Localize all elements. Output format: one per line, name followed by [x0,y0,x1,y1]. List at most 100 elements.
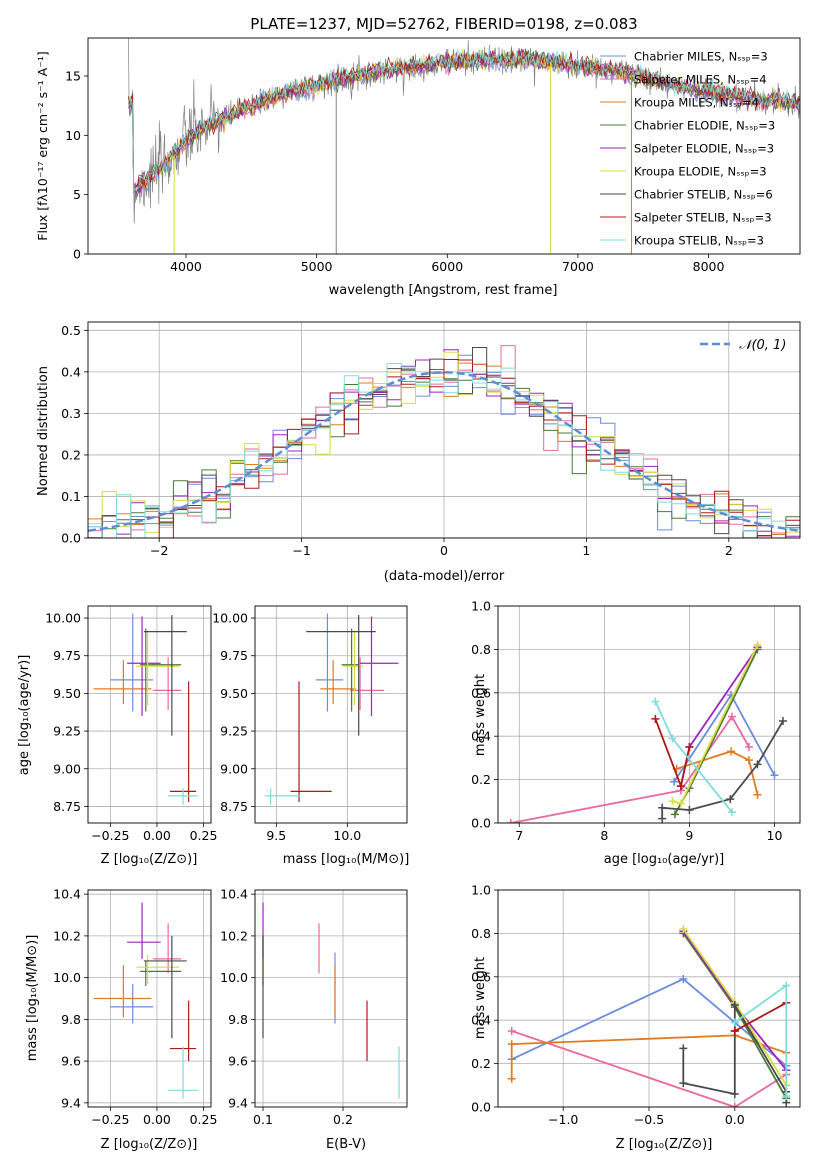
y-tick-label: 9.8 [228,1012,248,1027]
legend-label: Chabrier ELODIE, Nₛₛₚ=3 [634,119,775,133]
mass-vs-ebv-panel: E(B-V) 0.1 0.2 9.4 9.6 9.8 10.0 10.2 10.4 [220,887,408,1152]
weight-age-ylabel: mass weight [473,674,488,756]
histogram-lines [88,345,800,538]
y-tick-label: 0 [73,247,81,262]
y-tick-label: 0.3 [61,406,81,421]
y-tick-label: 15 [65,68,81,83]
axes-frame [87,321,801,539]
axes-frame [87,37,801,255]
residual-ylabel: Normed distribution [36,366,51,496]
y-tick-label: 0.4 [471,729,491,744]
residual-xlabel: (data-model)/error [384,569,505,584]
age-z-xlabel: Z [log₁₀(Z/Z⊙)] [101,852,198,867]
y-tick-label: 9.75 [53,648,81,663]
legend-label: Kroupa MILES, Nₛₛₚ=4 [634,96,759,110]
y-tick-label: 10.00 [45,611,81,626]
y-tick-label: 0.1 [61,489,81,504]
weight-marker [676,799,685,808]
weight-marker [506,819,515,823]
y-tick-label: 0.6 [471,685,491,700]
errorbar-point [168,788,198,805]
weight-marker [679,974,688,983]
errorbar-point [341,628,359,712]
legend-label: Salpeter STELIB, Nₛₛₚ=3 [634,211,772,225]
errorbar-point [140,960,182,986]
errorbar-point [110,983,154,1024]
y-tick-label: 10.00 [212,611,248,626]
weight-marker [730,1103,739,1107]
x-tick-label: 0.2 [333,1112,353,1127]
weight-marker [727,808,736,817]
errorbar-point [153,923,182,974]
axes-frame [254,889,408,1108]
age-z-ylabel: age [log₁₀(age/yr)] [17,655,32,776]
errorbar-point [93,965,152,1018]
x-tick-label: −0.25 [91,828,129,843]
y-tick-label: 0.2 [471,1056,491,1071]
y-tick-label: 10.2 [53,928,81,943]
errorbar-point [320,660,356,704]
y-tick-label: 9.75 [220,648,248,663]
axes-frame [87,605,212,824]
y-tick-label: 5 [73,187,81,202]
y-tick-label: 9.6 [228,1054,248,1069]
weight-marker [679,1079,688,1088]
x-tick-label: 8 [600,828,608,843]
weight-marker [651,697,660,706]
weight-marker [651,714,660,723]
weight-marker [658,803,667,812]
errorbar-point [290,681,332,802]
y-tick-label: 9.8 [61,1012,81,1027]
y-tick-label: 0.2 [471,772,491,787]
weight-marker [668,797,677,806]
y-tick-label: 0.8 [471,642,491,657]
errorbar-point [143,615,187,736]
legend-label: Chabrier MILES, Nₛₛₚ=3 [634,50,768,64]
spectrum-lines [128,38,800,254]
weight-z-ylabel: mass weight [473,957,488,1039]
y-tick-label: 0.0 [471,1100,491,1115]
axes-frame [87,889,212,1108]
y-tick-label: 0.0 [471,816,491,831]
age-vs-mass-panel: mass [log₁₀(M/M⊙)] 9.5 10.0 8.75 9.00 9.25 9.… [212,605,410,867]
y-tick-label: 0.8 [471,926,491,941]
weight-marker [727,747,736,756]
x-tick-label: −0.5 [634,1112,664,1127]
y-tick-label: 9.50 [220,686,248,701]
errorbars [93,613,198,805]
y-tick-label: 1.0 [471,599,491,614]
histogram-step [88,359,800,538]
weight-vs-z-panel: Z [log₁₀(Z/Z⊙)] mass weight −1.0 −0.5 0.0 0… [471,883,801,1152]
gaussian-legend-label: 𝒩(0, 1) [739,338,786,353]
weight-marker [727,712,736,721]
y-tick-label: 0.4 [61,364,81,379]
y-tick-label: 9.6 [61,1054,81,1069]
weight-marker [770,771,779,780]
y-tick-label: 10.0 [53,970,81,985]
y-tick-label: 8.75 [220,799,248,814]
x-tick-label: −2 [150,543,168,558]
errorbars [264,613,399,805]
x-tick-label: 0 [440,543,448,558]
y-tick-label: 1.0 [471,883,491,898]
axes-frame [497,889,801,1108]
weight-marker [753,760,762,769]
legend-label: Salpeter ELODIE, Nₛₛₚ=3 [634,142,774,156]
y-tick-label: 9.00 [53,761,81,776]
y-tick-label: 10.2 [220,928,248,943]
weight-marker [679,1044,688,1053]
weight-marker [658,814,667,823]
age-mass-xlabel: mass [log₁₀(M/M⊙)] [283,852,410,867]
errorbar-point [316,613,344,712]
residual-histogram-panel: (data-model)/error Normed distribution −… [36,321,801,584]
x-tick-label: 8000 [693,259,725,274]
x-tick-label: −1 [292,543,310,558]
weight-series [507,925,791,1107]
errorbar-point [306,615,376,736]
weight-age-xlabel: age [log₁₀(age/yr)] [604,852,725,867]
spectrum-xlabel: wavelength [Angstrom, rest frame] [329,283,558,298]
gaussian-curve [88,371,800,532]
weight-marker [670,777,679,786]
weight-marker [679,925,688,934]
y-tick-label: 0.0 [61,531,81,546]
